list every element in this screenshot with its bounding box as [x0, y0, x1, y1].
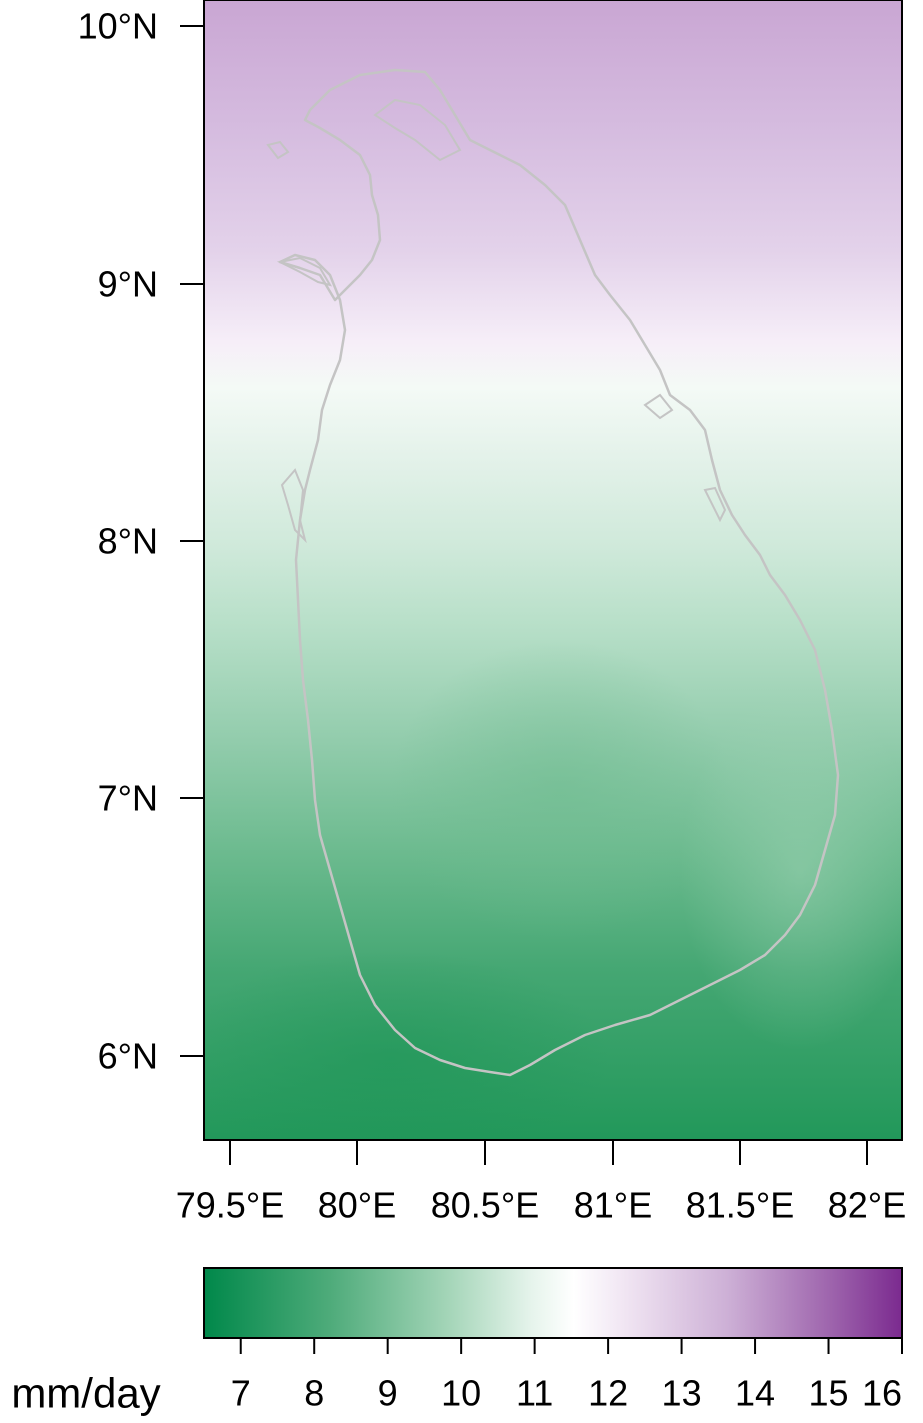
colorbar: 7 8 9 10 11 12 13 14 15 16 mm/day — [11, 1267, 903, 1417]
colorbar-tick-label-7: 7 — [231, 1373, 251, 1414]
mannar-island-outline — [276, 256, 333, 287]
colorbar-tick-label-8: 8 — [304, 1373, 324, 1414]
map-frame — [203, 0, 903, 1141]
lon-label-81-5e: 81.5°E — [686, 1185, 794, 1226]
lon-label-80-5e: 80.5°E — [431, 1185, 539, 1226]
colorbar-tick-label-10: 10 — [441, 1373, 481, 1414]
lon-label-80e: 80°E — [318, 1185, 396, 1226]
lat-label-10n: 10°N — [78, 6, 158, 47]
colorbar-tick-label-16: 16 — [862, 1373, 902, 1414]
colorbar-ticks: 7 8 9 10 11 12 13 14 15 16 — [231, 1338, 903, 1414]
colorbar-tick-label-13: 13 — [662, 1373, 702, 1414]
lon-label-79-5e: 79.5°E — [176, 1185, 284, 1226]
lat-label-6n: 6°N — [98, 1036, 158, 1077]
jaffna-lagoon-outline — [373, 98, 462, 162]
colorbar-gradient — [203, 1267, 903, 1339]
colorbar-tick-label-11: 11 — [516, 1373, 553, 1414]
latitude-axis: 10°N 9°N 8°N 7°N 6°N — [78, 6, 204, 1077]
precipitation-southwest-low — [204, 950, 610, 1140]
map-panel — [204, 0, 902, 1140]
batticaloa-lagoon-outline — [703, 486, 727, 523]
lat-label-9n: 9°N — [98, 264, 158, 305]
colorbar-tick-label-12: 12 — [588, 1373, 628, 1414]
longitude-axis: 79.5°E 80°E 80.5°E 81°E 81.5°E 82°E — [176, 1140, 906, 1226]
puttalam-lagoon-outline — [280, 468, 307, 544]
island-coastline — [278, 68, 840, 1077]
lat-label-8n: 8°N — [98, 521, 158, 562]
lat-label-7n: 7°N — [98, 778, 158, 819]
delft-island-outline — [266, 140, 290, 160]
colorbar-tick-label-9: 9 — [378, 1373, 398, 1414]
lon-label-82e: 82°E — [828, 1185, 906, 1226]
precipitation-central-low — [390, 640, 730, 940]
colorbar-tick-label-15: 15 — [809, 1373, 849, 1414]
trincomalee-bay-outline — [643, 393, 674, 420]
colorbar-tick-label-14: 14 — [735, 1373, 775, 1414]
precipitation-east-band — [680, 690, 902, 1050]
colorbar-unit-label: mm/day — [11, 1370, 160, 1417]
lon-label-81e: 81°E — [574, 1185, 652, 1226]
